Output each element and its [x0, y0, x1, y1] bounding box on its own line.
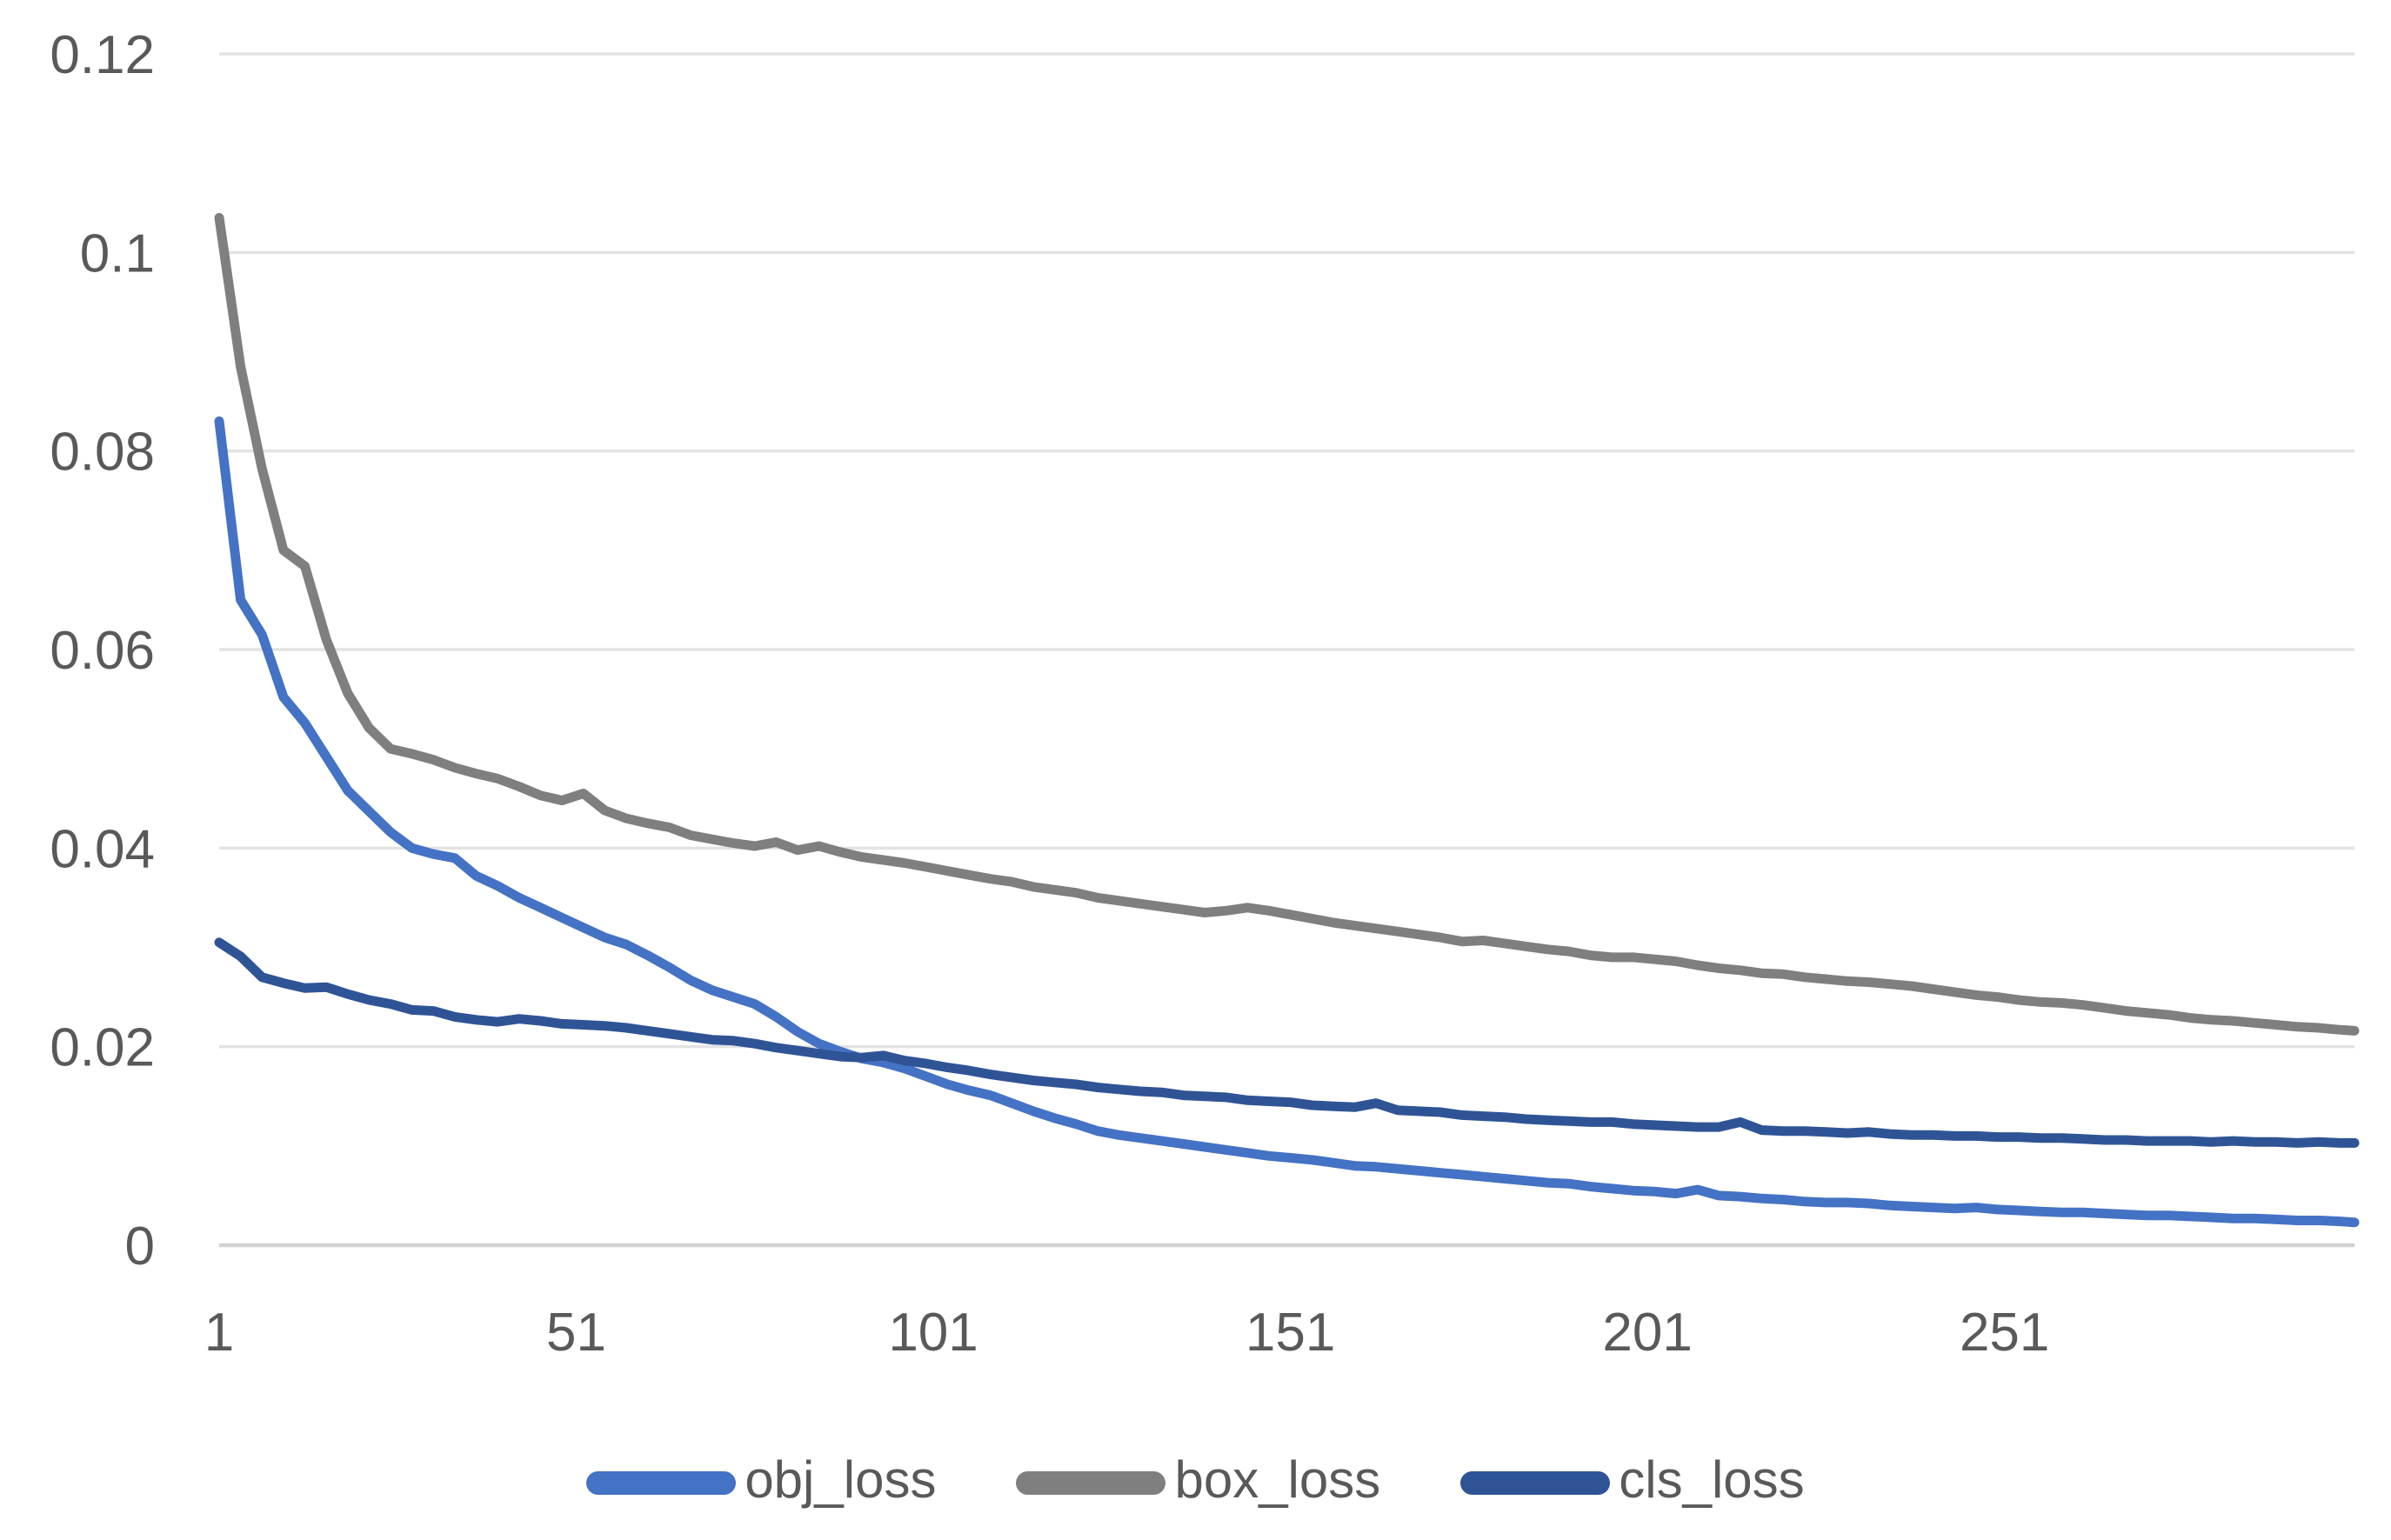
legend-swatch-obj-loss — [586, 1470, 737, 1495]
legend: obj_loss box_loss cls_loss — [0, 1454, 2391, 1511]
legend-item-cls-loss: cls_loss — [1460, 1450, 1805, 1511]
y-tick-label: 0.1 — [80, 223, 155, 283]
legend-swatch-cls-loss — [1460, 1470, 1611, 1495]
series-line-cls_loss — [214, 937, 2360, 1148]
y-tick-label: 0.04 — [50, 819, 155, 879]
x-axis-labels: 1 51 101 151 201 251 — [204, 1303, 2050, 1363]
x-tick-label: 151 — [1246, 1303, 1335, 1363]
x-tick-label: 1 — [204, 1303, 234, 1363]
legend-label-box-loss: box_loss — [1174, 1450, 1381, 1509]
x-tick-label: 51 — [546, 1303, 606, 1363]
legend-item-box-loss: box_loss — [1016, 1454, 1380, 1511]
legend-swatch-box-loss — [1016, 1470, 1166, 1495]
legend-item-obj-loss: obj_loss — [586, 1454, 936, 1511]
y-tick-label: 0.08 — [50, 423, 155, 483]
legend-label-obj-loss: obj_loss — [745, 1450, 937, 1509]
legend-label-cls-loss: cls_loss — [1619, 1450, 1805, 1509]
series-lines — [214, 212, 2360, 1228]
y-gridlines — [219, 52, 2354, 1248]
x-tick-label: 101 — [888, 1303, 978, 1363]
y-tick-label: 0.06 — [50, 621, 155, 681]
y-axis-labels: 0 0.02 0.04 0.06 0.08 0.1 0.12 — [50, 25, 155, 1277]
y-tick-label: 0.02 — [50, 1018, 155, 1078]
y-tick-label: 0 — [125, 1217, 155, 1277]
x-tick-label: 201 — [1602, 1303, 1692, 1363]
y-tick-label: 0.12 — [50, 25, 155, 85]
series-line-obj_loss — [214, 416, 2360, 1228]
series-line-box_loss — [214, 212, 2360, 1036]
x-tick-label: 251 — [1960, 1303, 2049, 1363]
